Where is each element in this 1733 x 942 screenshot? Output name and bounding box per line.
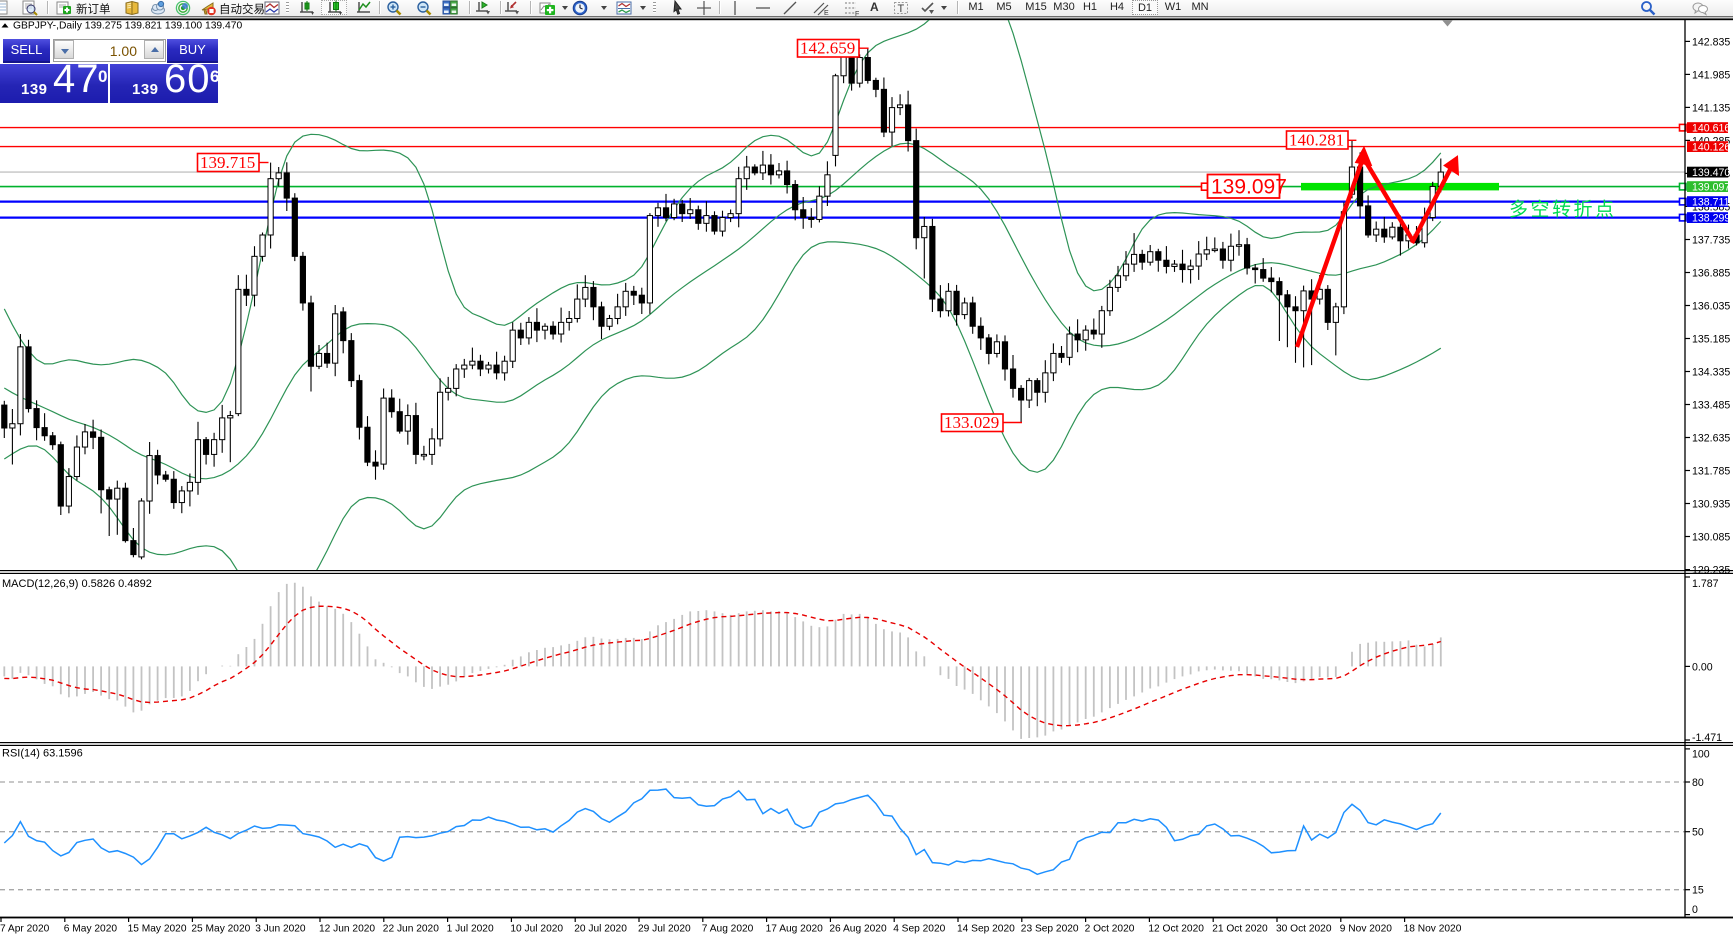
svg-text:132.635: 132.635	[1692, 433, 1730, 445]
svg-text:12 Oct 2020: 12 Oct 2020	[1148, 924, 1204, 935]
svg-text:142.835: 142.835	[1692, 36, 1730, 48]
svg-text:多空转折点: 多空转折点	[1509, 199, 1617, 221]
svg-text:136.885: 136.885	[1692, 268, 1730, 280]
svg-text:137.735: 137.735	[1692, 235, 1730, 247]
svg-text:100: 100	[1692, 749, 1710, 761]
svg-text:9 Nov 2020: 9 Nov 2020	[1340, 924, 1392, 935]
svg-text:139.715: 139.715	[200, 153, 255, 172]
svg-text:26 Aug 2020: 26 Aug 2020	[829, 924, 887, 935]
svg-text:14 Sep 2020: 14 Sep 2020	[957, 924, 1015, 935]
svg-text:17 Aug 2020: 17 Aug 2020	[766, 924, 824, 935]
svg-text:7 Aug 2020: 7 Aug 2020	[702, 924, 754, 935]
svg-text:29 Jul 2020: 29 Jul 2020	[638, 924, 691, 935]
svg-text:12 Jun 2020: 12 Jun 2020	[319, 924, 375, 935]
svg-text:23 Sep 2020: 23 Sep 2020	[1021, 924, 1079, 935]
svg-text:80: 80	[1692, 777, 1704, 789]
svg-text:T: T	[898, 3, 905, 15]
svg-text:10 Jul 2020: 10 Jul 2020	[510, 924, 563, 935]
svg-text:138.711: 138.711	[1692, 197, 1730, 209]
svg-text:GBPJPY-,Daily 139.275 139.821: GBPJPY-,Daily 139.275 139.821 139.100 13…	[13, 21, 242, 32]
svg-text:142.659: 142.659	[800, 39, 855, 58]
svg-text:25 May 2020: 25 May 2020	[191, 924, 250, 935]
svg-text:1.787: 1.787	[1692, 578, 1719, 590]
svg-text:7 Apr 2020: 7 Apr 2020	[0, 924, 50, 935]
svg-text:129.235: 129.235	[1692, 565, 1730, 577]
svg-text:3 Jun 2020: 3 Jun 2020	[255, 924, 306, 935]
svg-text:-1.471: -1.471	[1692, 732, 1722, 744]
svg-text:133.029: 133.029	[944, 413, 999, 432]
svg-text:21 Oct 2020: 21 Oct 2020	[1212, 924, 1268, 935]
svg-text:6 May 2020: 6 May 2020	[64, 924, 118, 935]
svg-text:50: 50	[1692, 827, 1704, 839]
svg-text:4 Sep 2020: 4 Sep 2020	[893, 924, 945, 935]
svg-text:130.935: 130.935	[1692, 499, 1730, 511]
svg-text:140.281: 140.281	[1289, 131, 1344, 150]
svg-text:141.985: 141.985	[1692, 69, 1730, 81]
svg-text:15: 15	[1692, 885, 1704, 897]
svg-text:131.785: 131.785	[1692, 466, 1730, 478]
svg-text:1 Jul 2020: 1 Jul 2020	[447, 924, 494, 935]
svg-text:20 Jul 2020: 20 Jul 2020	[574, 924, 627, 935]
svg-text:140.126: 140.126	[1692, 142, 1730, 154]
svg-text:134.335: 134.335	[1692, 367, 1730, 379]
svg-text:MACD(12,26,9) 0.5826 0.4892: MACD(12,26,9) 0.5826 0.4892	[2, 578, 152, 590]
svg-text:30 Oct 2020: 30 Oct 2020	[1276, 924, 1332, 935]
svg-text:136.035: 136.035	[1692, 301, 1730, 313]
svg-text:F: F	[855, 11, 859, 16]
svg-text:139.097: 139.097	[1211, 176, 1287, 199]
svg-text:15 May 2020: 15 May 2020	[128, 924, 187, 935]
svg-text:18 Nov 2020: 18 Nov 2020	[1404, 924, 1462, 935]
svg-text:133.485: 133.485	[1692, 400, 1730, 412]
svg-text:139.097: 139.097	[1692, 182, 1730, 194]
svg-text:E: E	[824, 10, 829, 16]
svg-text:138.299: 138.299	[1692, 213, 1730, 225]
svg-text:130.085: 130.085	[1692, 532, 1730, 544]
svg-text:135.185: 135.185	[1692, 334, 1730, 346]
svg-text:141.135: 141.135	[1692, 102, 1730, 114]
svg-text:0.00: 0.00	[1692, 661, 1713, 673]
svg-text:RSI(14) 63.1596: RSI(14) 63.1596	[2, 748, 83, 760]
svg-text:139.470: 139.470	[1692, 167, 1730, 179]
svg-text:2 Oct 2020: 2 Oct 2020	[1085, 924, 1135, 935]
svg-text:140.616: 140.616	[1692, 123, 1730, 135]
svg-text:22 Jun 2020: 22 Jun 2020	[383, 924, 439, 935]
svg-text:0: 0	[1692, 904, 1698, 916]
